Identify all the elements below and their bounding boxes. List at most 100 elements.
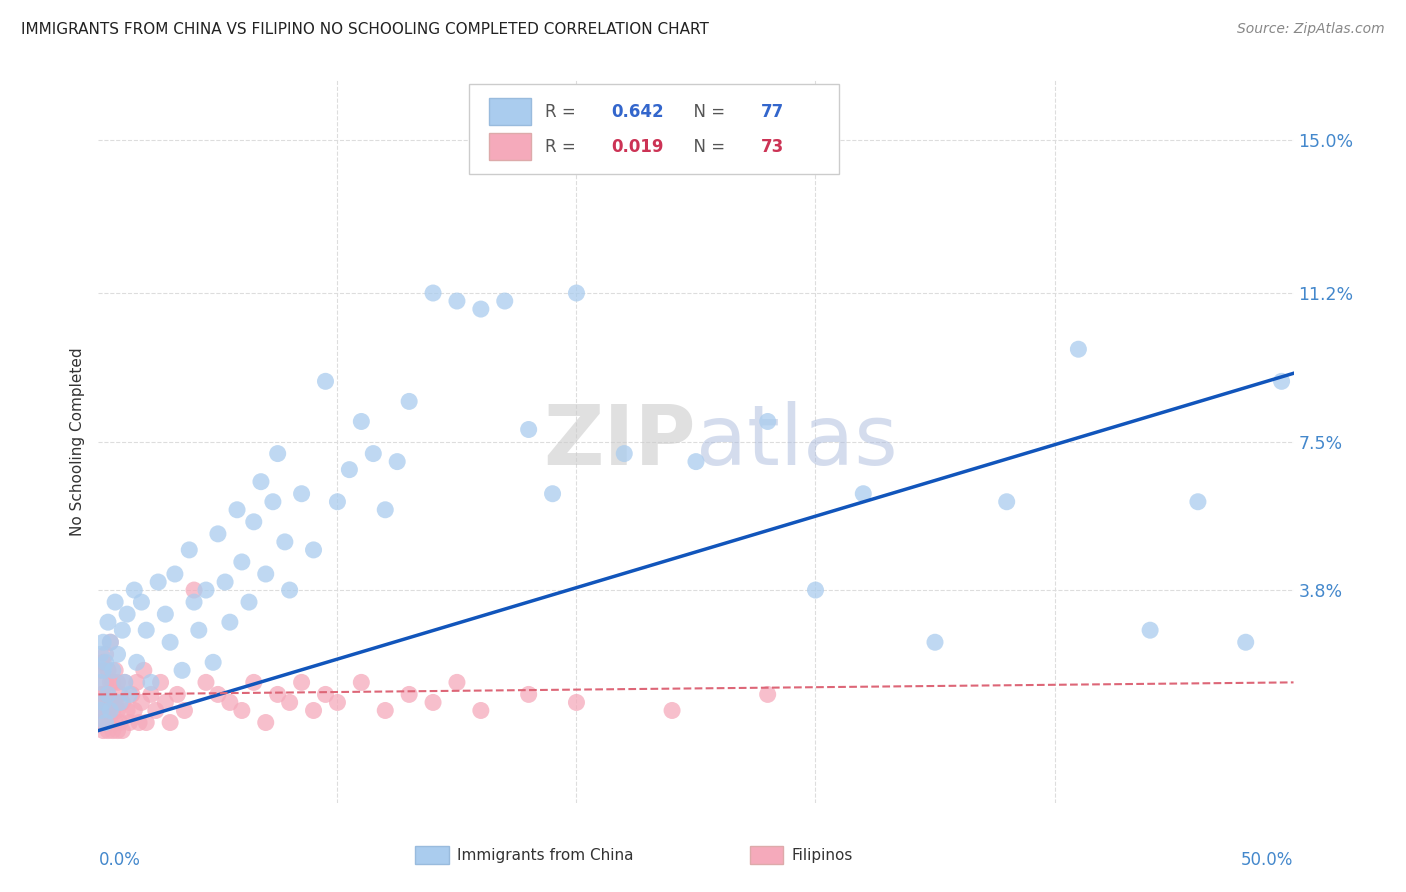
- Point: [121, 687, 143, 701]
- Point: [374, 503, 396, 517]
- Point: [1187, 494, 1209, 508]
- FancyBboxPatch shape: [489, 98, 531, 126]
- Point: [385, 454, 409, 469]
- Point: [374, 703, 396, 717]
- Point: [243, 675, 266, 690]
- Point: [132, 664, 155, 678]
- Point: [149, 675, 172, 690]
- Point: [494, 293, 516, 308]
- Point: [315, 687, 337, 701]
- Point: [274, 534, 297, 549]
- Point: [995, 494, 1018, 508]
- Point: [804, 583, 827, 598]
- Text: 0.0%: 0.0%: [98, 851, 141, 869]
- Point: [219, 696, 242, 710]
- Point: [363, 446, 385, 460]
- Point: [145, 703, 167, 717]
- Text: atlas: atlas: [696, 401, 897, 482]
- Text: 0.642: 0.642: [612, 103, 664, 121]
- Text: R =: R =: [546, 138, 582, 156]
- Text: Immigrants from China: Immigrants from China: [457, 848, 634, 863]
- Point: [350, 414, 373, 428]
- Point: [207, 526, 229, 541]
- Point: [267, 446, 290, 460]
- Point: [214, 574, 236, 589]
- Point: [685, 454, 707, 469]
- Point: [91, 723, 114, 738]
- Point: [108, 696, 131, 710]
- Point: [173, 703, 195, 717]
- Point: [172, 664, 194, 678]
- Point: [541, 487, 564, 501]
- Text: N =: N =: [683, 103, 730, 121]
- Point: [661, 703, 683, 717]
- Point: [90, 664, 112, 678]
- Point: [315, 375, 337, 389]
- Point: [94, 655, 117, 669]
- Point: [101, 723, 124, 738]
- Point: [422, 696, 444, 710]
- Point: [111, 623, 134, 637]
- Point: [98, 635, 122, 649]
- Point: [250, 475, 273, 489]
- Text: 73: 73: [761, 138, 783, 156]
- Point: [128, 715, 150, 730]
- Point: [98, 696, 122, 710]
- Text: ZIP: ZIP: [544, 401, 696, 482]
- Point: [226, 503, 249, 517]
- Point: [101, 703, 124, 717]
- FancyBboxPatch shape: [470, 84, 839, 174]
- Point: [91, 664, 114, 678]
- Point: [97, 664, 120, 678]
- Point: [114, 675, 136, 690]
- Y-axis label: No Schooling Completed: No Schooling Completed: [70, 347, 86, 536]
- Point: [104, 715, 127, 730]
- FancyBboxPatch shape: [489, 133, 531, 161]
- Point: [267, 687, 290, 701]
- Point: [155, 607, 177, 622]
- Point: [155, 696, 177, 710]
- Point: [219, 615, 242, 630]
- Point: [131, 595, 153, 609]
- Point: [94, 675, 117, 690]
- Point: [101, 675, 124, 690]
- FancyBboxPatch shape: [749, 847, 783, 864]
- Point: [97, 687, 120, 701]
- Point: [1139, 623, 1161, 637]
- Text: IMMIGRANTS FROM CHINA VS FILIPINO NO SCHOOLING COMPLETED CORRELATION CHART: IMMIGRANTS FROM CHINA VS FILIPINO NO SCH…: [21, 22, 709, 37]
- Point: [254, 567, 277, 582]
- Point: [470, 703, 492, 717]
- Point: [94, 715, 117, 730]
- Point: [278, 696, 301, 710]
- Point: [291, 487, 314, 501]
- Point: [115, 703, 138, 717]
- Point: [108, 715, 131, 730]
- FancyBboxPatch shape: [415, 847, 449, 864]
- Point: [111, 696, 134, 710]
- Point: [125, 675, 148, 690]
- Point: [90, 703, 112, 717]
- Point: [1067, 342, 1090, 356]
- Point: [159, 635, 181, 649]
- Point: [111, 723, 134, 738]
- Point: [1234, 635, 1257, 649]
- Text: R =: R =: [546, 103, 582, 121]
- Point: [98, 635, 122, 649]
- Text: Filipinos: Filipinos: [792, 848, 853, 863]
- Point: [115, 607, 138, 622]
- Point: [613, 446, 636, 460]
- Point: [207, 687, 229, 701]
- Point: [924, 635, 946, 649]
- Point: [125, 655, 148, 669]
- Point: [756, 687, 779, 701]
- Point: [90, 687, 112, 701]
- Point: [183, 583, 205, 598]
- Point: [326, 494, 349, 508]
- Point: [124, 703, 146, 717]
- Point: [124, 583, 146, 598]
- Text: Source: ZipAtlas.com: Source: ZipAtlas.com: [1237, 22, 1385, 37]
- Point: [1271, 375, 1294, 389]
- Point: [101, 664, 124, 678]
- Point: [97, 723, 120, 738]
- Text: 77: 77: [761, 103, 783, 121]
